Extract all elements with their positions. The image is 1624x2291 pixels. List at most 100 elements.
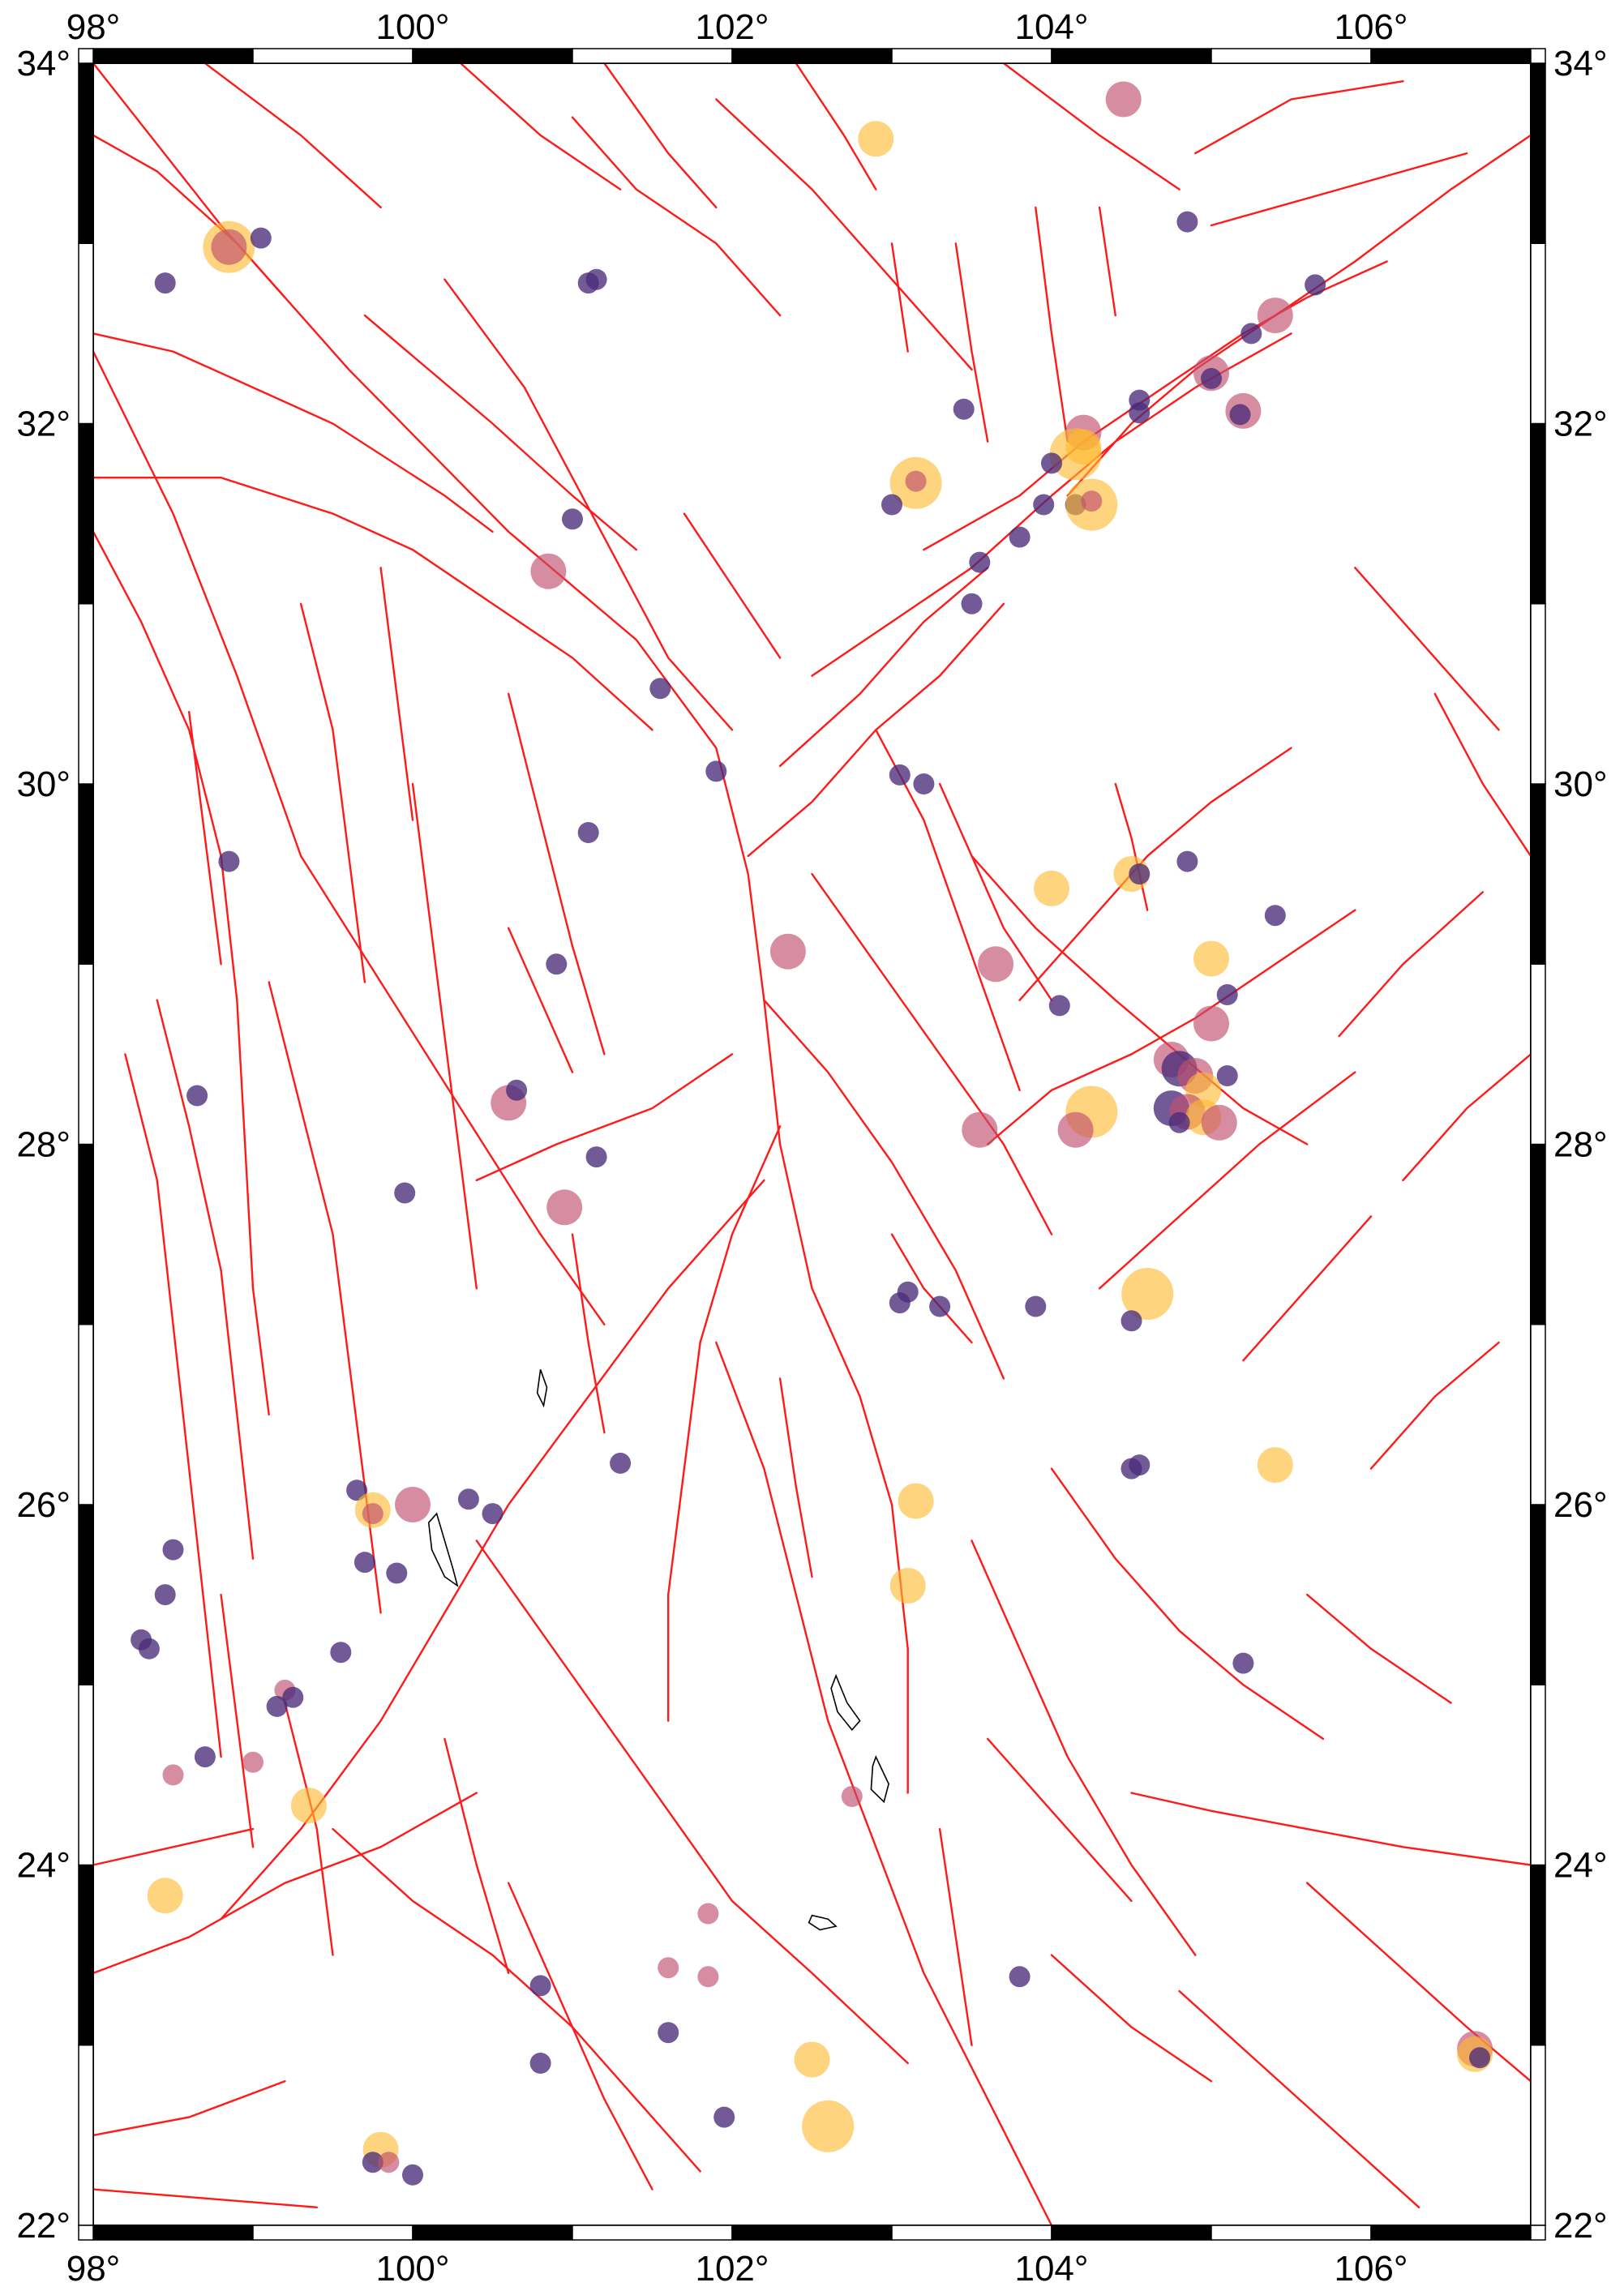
earthquake-marker [881,494,902,516]
fault-line [156,999,255,1560]
earthquake-marker [395,1487,431,1522]
frame-segment-bottom [731,2225,893,2241]
fault-line [603,62,718,208]
fault-line [92,2188,318,2208]
frame-segment-left [78,603,94,785]
earthquake-marker [1129,402,1151,424]
x-tick-label-top: 102° [695,7,769,47]
frame-segment-left [78,1684,94,1866]
frame-segment-left [78,422,94,605]
frame-segment-right [1530,783,1546,965]
y-tick-label-left: 28° [16,1125,71,1165]
frame-segment-right [1530,603,1546,785]
earthquake-marker [1065,429,1102,465]
earthquake-marker [1201,1104,1237,1141]
fault-line [1130,1792,1532,1866]
earthquake-marker [585,268,607,290]
frame-segment-left [78,1324,94,1505]
earthquake-marker [1121,1458,1142,1480]
earthquake-marker [905,470,927,492]
earthquake-marker [1216,984,1238,1005]
earthquake-marker [913,773,935,794]
fault-line [92,332,494,533]
earthquake-marker [898,1483,934,1519]
fault-line [475,1539,909,2065]
earthquake-marker [378,2152,400,2173]
map-frame-inner-border [92,62,1532,2226]
earthquake-marker [658,2022,679,2044]
frame-segment-right [1530,1143,1546,1325]
y-tick-label-left: 30° [16,764,71,804]
fault-line [971,1539,1197,1956]
earthquake-marker [841,1786,863,1807]
fault-line [1306,1593,1452,1704]
frame-segment-bottom [252,2225,413,2241]
x-tick-label-bottom: 100° [375,2249,449,2289]
frame-segment-right [1530,422,1546,605]
fault-line [1242,1215,1373,1362]
frame-corner [1530,2225,1546,2241]
fault-lines-layer [92,62,1532,2227]
frame-segment-bottom [412,2225,573,2241]
earthquake-marker [1121,1268,1174,1320]
fault-line [890,242,909,353]
earthquake-marker [1009,1966,1031,1988]
fault-line [954,242,989,443]
earthquake-marker [242,1751,264,1773]
y-tick-label-right: 24° [1553,1846,1608,1886]
fault-line [363,314,637,551]
fault-line [1066,134,1532,497]
fault-line [987,1737,1133,1903]
earthquake-marker [386,1562,408,1584]
x-tick-label-bottom: 104° [1014,2249,1088,2289]
fault-line [443,1737,510,1975]
fault-line [475,1053,734,1182]
earthquake-marker [457,1488,479,1510]
earthquake-marker [889,1568,926,1604]
y-tick-label-left: 34° [16,44,71,84]
frame-segment-top [572,48,733,64]
fault-line [204,62,382,208]
frame-segment-bottom [1211,2225,1372,2241]
fault-line [811,332,1292,677]
earthquake-marker [1240,323,1262,345]
earthquake-marker [577,822,599,843]
frame-segment-bottom [891,2225,1052,2241]
y-tick-label-left: 24° [16,1846,71,1886]
fault-line [92,1792,478,1975]
earthquake-marker [218,850,240,872]
y-tick-label-left: 32° [16,405,71,444]
earthquake-marker [282,1686,304,1708]
fault-line [332,1827,701,2173]
fault-line [938,782,1053,1001]
fault-line [92,62,909,1794]
earthquake-marker [362,2152,384,2173]
fault-line [1369,1341,1500,1470]
frame-segment-bottom [572,2225,733,2241]
earthquake-marker [394,1182,416,1204]
frame-segment-left [78,62,94,244]
earthquake-marker [162,1539,184,1561]
fault-line [92,477,653,731]
x-tick-label-bottom: 102° [695,2249,769,2289]
fault-line [875,729,1021,1091]
frame-segment-right [1530,1504,1546,1685]
fault-line [1433,692,1532,858]
fault-line [571,116,782,317]
earthquake-marker [1216,1065,1238,1086]
frame-segment-left [78,783,94,965]
earthquake-marker [266,1695,288,1717]
earthquake-marker [610,1452,632,1474]
earthquake-marker [529,1975,551,1997]
earthquake-marker [362,1503,384,1525]
earthquake-marker [346,1480,368,1501]
fault-line [667,1125,782,1722]
fault-line [938,1827,973,2046]
earthquake-marker [969,551,991,573]
y-tick-label-left: 26° [16,1485,71,1525]
earthquake-marker [1034,870,1069,906]
earthquake-marker [194,1746,216,1768]
fault-line [1178,1989,1420,2208]
earthquake-marker [250,227,272,249]
